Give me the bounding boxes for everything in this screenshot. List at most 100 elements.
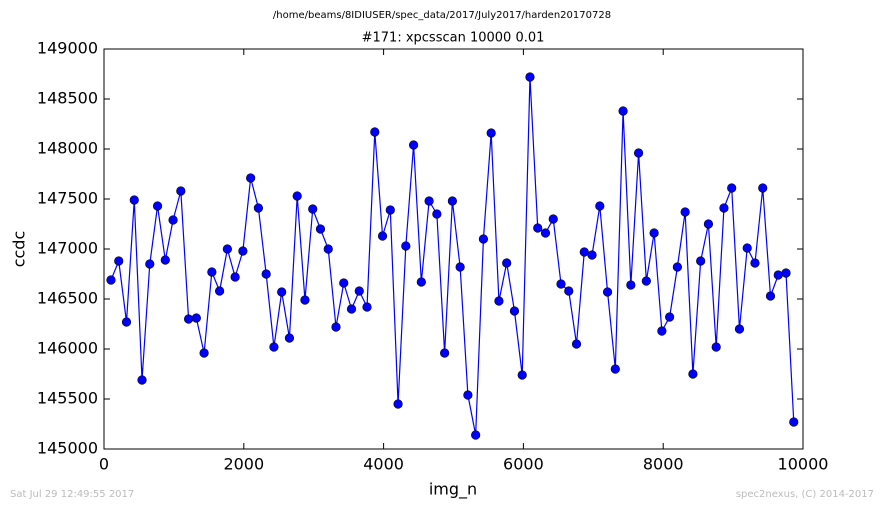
data-point [742,243,752,253]
y-axis-label: ccdc [10,231,29,268]
data-point [114,256,124,266]
data-point [455,262,465,272]
data-point [199,348,209,358]
x-tick-label: 4000 [363,455,404,474]
data-point [207,267,217,277]
data-point [680,207,690,217]
plot-frame [103,48,804,450]
data-point [587,250,597,260]
data-point [121,317,132,327]
footer-left: Sat Jul 29 12:49:55 2017 [10,489,134,500]
data-point [750,258,760,268]
data-point [160,255,170,265]
data-point [525,72,535,82]
y-tick-label: 145000 [37,439,98,458]
data-point [781,268,791,278]
data-point [416,277,426,287]
suptitle: /home/beams/8IDIUSER/spec_data/2017/July… [273,10,611,21]
data-point [253,203,264,213]
y-tick-label: 146500 [37,289,98,308]
data-point [145,259,155,269]
data-point [129,195,139,205]
y-tick-label: 146000 [37,339,98,358]
data-point [408,140,419,150]
data-point [765,291,776,301]
data-point [323,244,333,254]
data-point [696,256,706,266]
data-point [401,241,411,251]
data-point [168,215,178,225]
data-point [362,302,372,312]
data-point [486,128,496,138]
y-tick-label: 149000 [37,39,98,58]
data-point [626,280,636,290]
data-point [703,219,714,229]
data-point [564,286,574,296]
data-point [222,244,232,254]
data-point [137,375,147,385]
data-point [719,203,729,213]
data-point [238,246,248,256]
data-point [509,306,520,316]
x-tick-label: 2000 [223,455,264,474]
data-point [727,183,737,193]
data-point [579,247,589,257]
x-tick-label: 0 [99,455,109,474]
data-point [478,234,489,244]
data-point [432,209,442,219]
data-point [789,417,799,427]
data-point [571,339,582,349]
data-point [370,127,380,137]
data-point [230,272,240,282]
data-point [494,296,504,306]
data-point [641,276,651,286]
data-point [308,204,318,214]
footer-right: spec2nexus, (C) 2014-2017 [736,489,874,500]
x-tick-label: 10000 [778,455,829,474]
data-point [261,269,271,279]
data-point [665,312,675,322]
series-line [110,76,795,436]
data-point [672,262,682,272]
x-axis-label: img_n [429,480,477,500]
data-point [354,286,364,296]
data-point [339,278,349,288]
data-point [152,201,163,211]
data-point [215,286,225,296]
data-point [734,324,745,334]
data-point [758,183,768,193]
data-point [106,275,116,285]
data-point [471,430,481,440]
chart-title: #171: xpcsscan 10000 0.01 [362,31,545,46]
data-point [688,369,698,379]
data-point [331,322,341,332]
data-point [377,231,388,241]
data-point [447,196,457,206]
data-point [502,258,512,268]
data-point [540,228,551,238]
y-tick-label: 148500 [37,89,98,108]
data-point [385,205,395,215]
data-point [649,228,659,238]
data-point [556,279,566,289]
data-point [711,342,721,352]
data-point [292,191,302,201]
data-point [533,223,543,233]
data-point [183,314,194,324]
y-tick-label: 145500 [37,389,98,408]
data-point [773,270,783,280]
y-tick-label: 147000 [37,239,98,258]
data-point [393,399,403,409]
data-point [517,370,527,380]
data-point [602,287,613,297]
y-tick-label: 147500 [37,189,98,208]
data-point [595,201,605,211]
data-point [246,173,256,183]
data-point [269,342,279,352]
data-point [610,364,620,374]
x-tick-label: 6000 [503,455,544,474]
data-point [548,214,558,224]
data-point [315,224,326,234]
